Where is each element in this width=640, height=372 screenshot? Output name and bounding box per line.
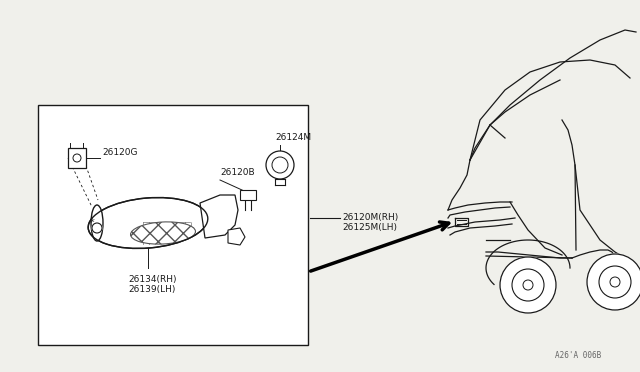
Text: 26120B: 26120B [220,168,255,177]
Ellipse shape [266,151,294,179]
Text: A26'A 006B: A26'A 006B [555,350,601,359]
Ellipse shape [272,157,288,173]
Bar [38,105,308,345]
PathPatch shape [200,195,238,238]
Text: 26124M: 26124M [275,133,311,142]
Circle shape [512,269,544,301]
Ellipse shape [91,205,103,241]
Polygon shape [228,228,245,245]
Circle shape [599,266,631,298]
Circle shape [92,223,102,233]
Ellipse shape [131,222,195,244]
Text: 26120G: 26120G [102,148,138,157]
Bar [68,148,86,168]
Circle shape [73,154,81,162]
Bar [240,190,256,200]
Circle shape [500,257,556,313]
Circle shape [610,277,620,287]
Circle shape [587,254,640,310]
Circle shape [523,280,533,290]
Text: 26120M(RH)
26125M(LH): 26120M(RH) 26125M(LH) [342,213,398,232]
Ellipse shape [88,198,208,248]
Text: 26134(RH)
26139(LH): 26134(RH) 26139(LH) [128,275,177,294]
Text: jk: jk [91,218,95,223]
